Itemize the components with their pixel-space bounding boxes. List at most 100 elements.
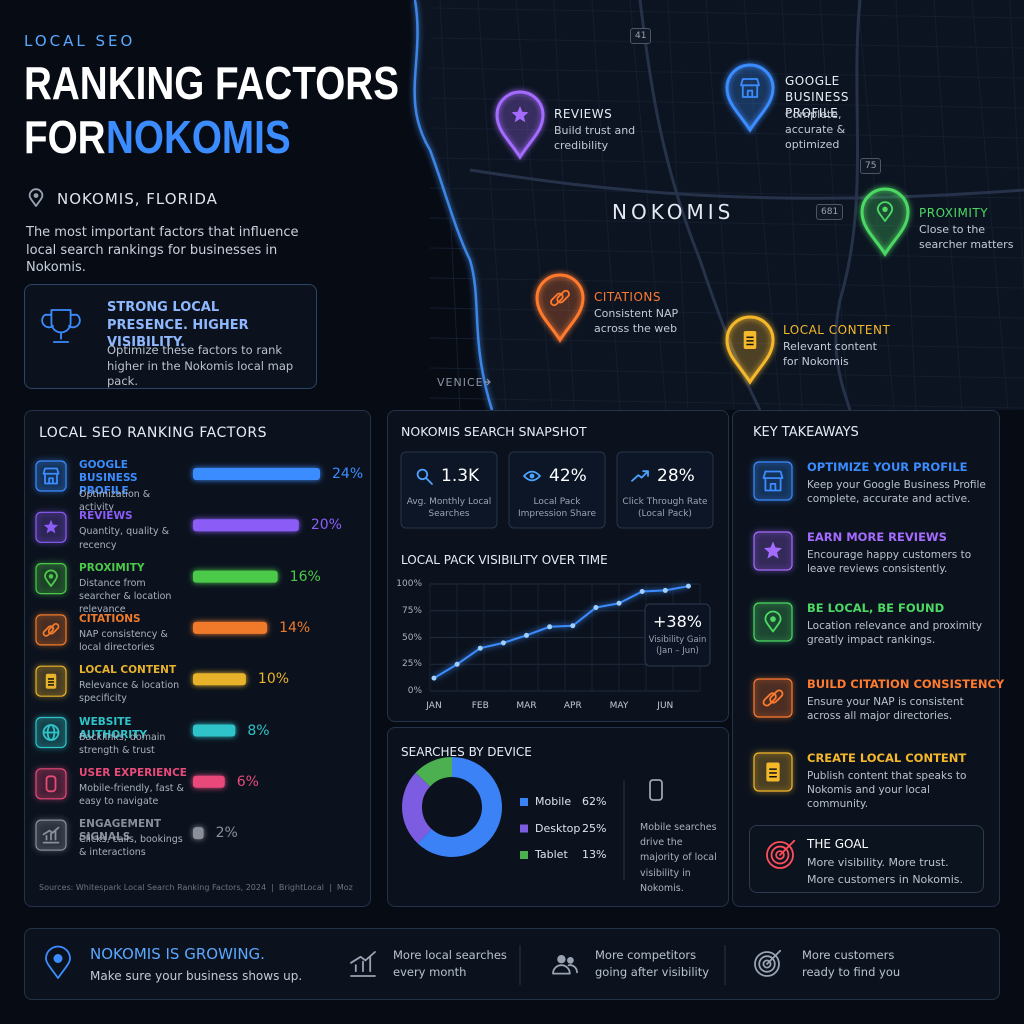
icon-shape — [762, 470, 784, 492]
icon-shape — [775, 850, 785, 860]
factor-desc: Distance from searcher & location releva… — [79, 577, 172, 616]
factor-desc: Optimization & activity — [79, 489, 151, 514]
stat-label: Local Pack Impression Share — [517, 497, 597, 520]
icon-shape — [552, 964, 578, 975]
device-note: Mobile searches drive the majority of lo… — [640, 822, 717, 894]
arrow — [484, 378, 491, 386]
icon-shape — [631, 470, 649, 482]
callout-box — [24, 284, 317, 389]
line — [433, 585, 689, 680]
street — [429, 67, 1024, 79]
pin-title: PROXIMITY — [919, 206, 989, 220]
takeaway-text: Ensure your NAP is consistent across all… — [807, 696, 964, 723]
street — [553, 0, 575, 411]
line-point — [500, 640, 506, 646]
legend-swatch — [520, 824, 528, 833]
factor-desc: Quantity, quality & recency — [79, 526, 170, 551]
takeaway-title: EARN MORE REVIEWS — [807, 530, 947, 544]
description: The most important factors that influenc… — [26, 225, 299, 276]
chart-title: SEARCHES BY DEVICE — [401, 745, 532, 759]
nearby-city: VENICE — [437, 376, 484, 389]
line-point — [685, 583, 691, 589]
street — [429, 307, 1024, 319]
pin-title: LOCAL CONTENT — [783, 323, 891, 337]
street — [477, 0, 507, 411]
street — [429, 37, 1024, 49]
street — [429, 7, 1024, 19]
stat-label: Click Through Rate (Local Pack) — [622, 497, 708, 520]
line-point — [616, 600, 622, 606]
icon-shape — [350, 951, 376, 977]
value-label: 20% — [310, 517, 342, 534]
pin-text: Complete, accurate & optimized — [785, 108, 846, 151]
line-point — [477, 645, 483, 651]
factor-desc: NAP consistency & local directories — [79, 628, 168, 654]
icon-shape — [425, 477, 433, 485]
icon-box — [35, 768, 67, 800]
footer-item: More local searches every month — [393, 948, 507, 979]
line-point — [662, 587, 668, 593]
icon-shape — [557, 955, 566, 964]
icon-shape — [649, 779, 663, 801]
legend-value: 62% — [582, 795, 607, 808]
factor-desc: Mobile-friendly, fast & easy to navigate — [79, 782, 184, 808]
factor-desc: Relevance & location specificity — [79, 680, 180, 705]
footer-panel — [24, 928, 1000, 1000]
pin-text: Build trust and credibility — [554, 124, 636, 152]
bar — [193, 468, 320, 480]
value-label: 10% — [257, 671, 290, 688]
bar — [193, 827, 204, 840]
icon-shape — [770, 616, 776, 623]
line-point — [524, 632, 530, 638]
icon-shape — [550, 289, 570, 307]
icon-shape — [740, 78, 760, 98]
bar — [193, 724, 236, 737]
bar — [193, 673, 246, 686]
street — [515, 0, 553, 411]
legend-value: 25% — [582, 821, 607, 835]
icon-shape — [758, 955, 776, 973]
footer-text: Make sure your business shows up. — [90, 969, 303, 983]
chart-title: LOCAL PACK VISIBILITY OVER TIME — [401, 553, 608, 567]
panel-title: NOKOMIS SEARCH SNAPSHOT — [401, 424, 587, 439]
panel-title: LOCAL SEO RANKING FACTORS — [39, 425, 267, 441]
y-tick-label: 25% — [401, 659, 422, 670]
legend-label: Tablet — [535, 848, 568, 861]
icon-shape — [762, 689, 784, 707]
stat-value: 1.3K — [441, 466, 480, 486]
goal-text: More visibility. More trust. More custom… — [807, 856, 963, 886]
icon-shape — [567, 957, 574, 964]
donut-segment — [402, 772, 432, 844]
location: NOKOMIS, FLORIDA — [57, 190, 218, 208]
street — [429, 397, 1024, 409]
icon-shape — [44, 569, 58, 587]
road — [834, 0, 862, 411]
icon-box — [753, 461, 793, 501]
stat-value: 28% — [657, 466, 695, 486]
pin-text: Consistent NAP across the web — [594, 307, 679, 335]
line-point — [593, 605, 599, 611]
icon-box — [35, 460, 67, 492]
takeaway-text: Keep your Google Business Profile comple… — [807, 479, 986, 506]
value-label: 14% — [279, 619, 311, 636]
icon-shape — [41, 309, 81, 343]
street — [429, 217, 1024, 229]
icon-shape — [766, 762, 780, 782]
icon-shape — [754, 951, 780, 977]
pin-text: Relevant content for Nokomis — [783, 340, 877, 368]
factor-name: CITATIONS — [79, 612, 141, 625]
icon-shape — [53, 954, 63, 963]
bar — [193, 570, 278, 583]
footer-item: More competitors going after visibility — [595, 948, 710, 979]
icon-shape — [42, 467, 60, 485]
icon-shape — [766, 949, 782, 965]
map-pin — [725, 315, 775, 385]
factor-name: PROXIMITY — [79, 561, 145, 574]
icon-shape — [511, 106, 529, 123]
legend-swatch — [520, 851, 528, 859]
city-label: NOKOMIS — [612, 200, 735, 224]
factor-desc: Clicks, calls, bookings & interactions — [79, 834, 183, 859]
coastline — [413, 0, 494, 411]
factor-name: WEBSITE AUTHORITY — [79, 715, 147, 741]
